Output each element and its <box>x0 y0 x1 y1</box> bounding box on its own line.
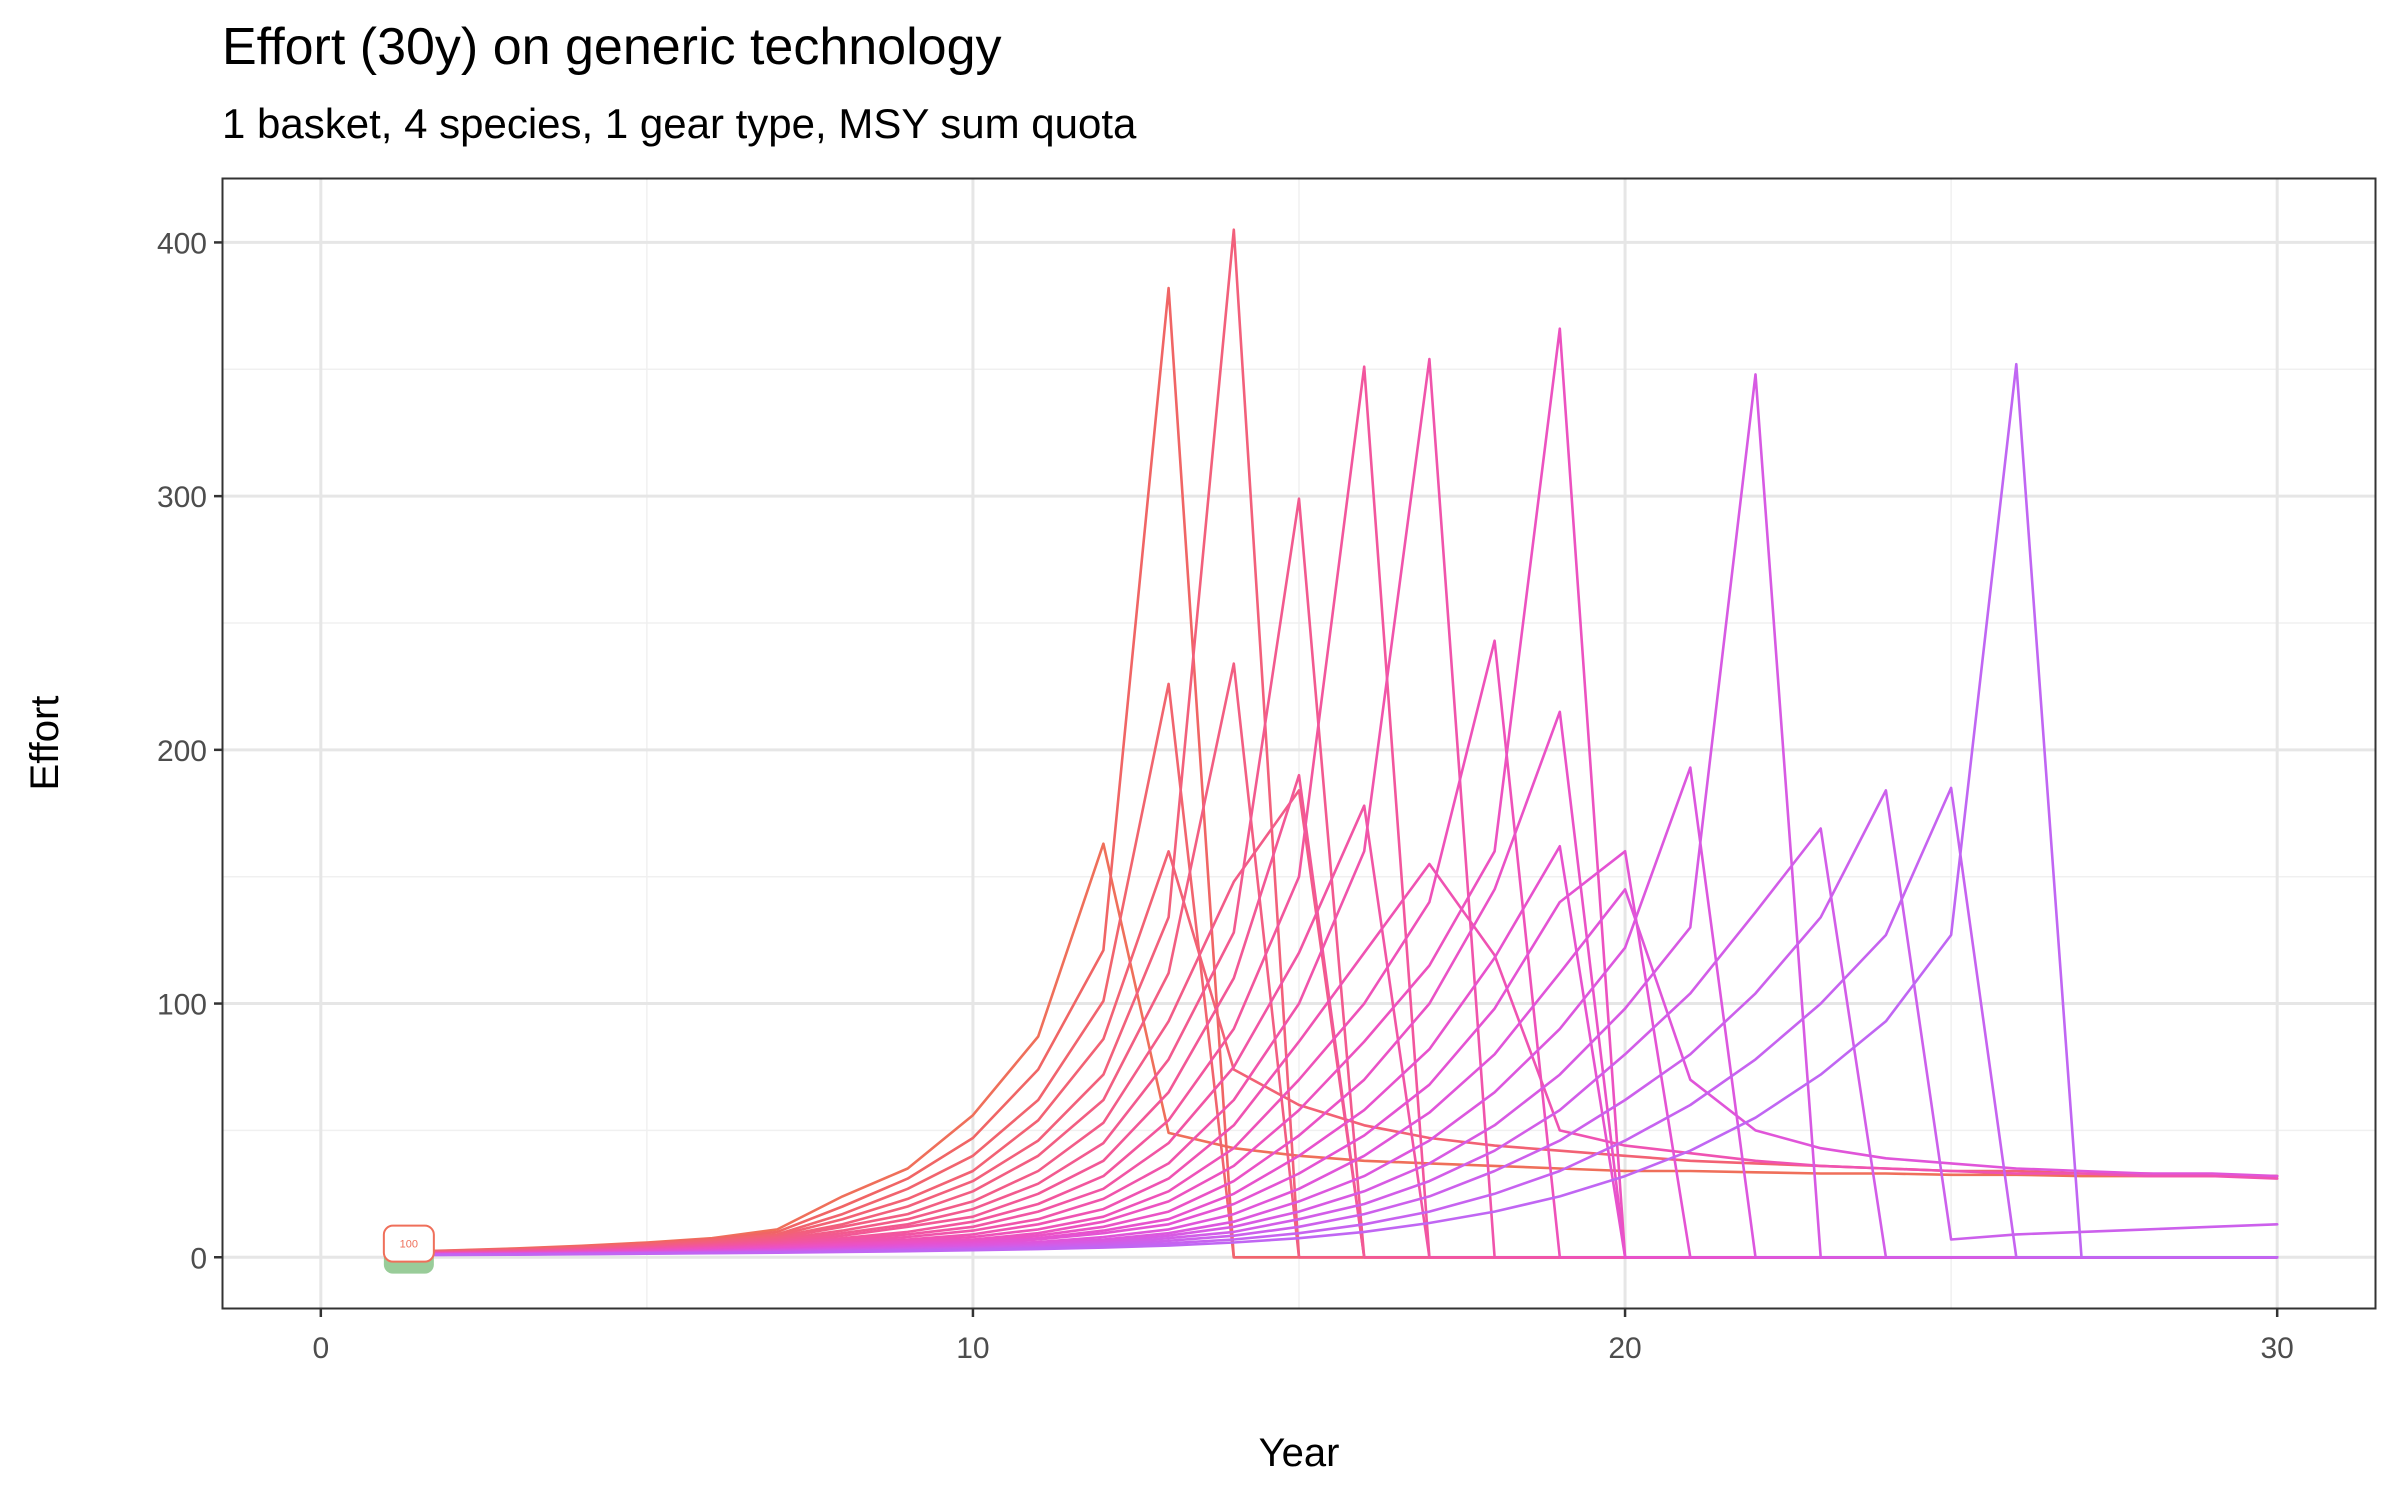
grid-lines <box>223 179 2375 1308</box>
x-tick-label: 20 <box>1608 1332 1641 1365</box>
y-tick-label: 200 <box>157 735 207 768</box>
series-line-s25 <box>384 362 2279 1259</box>
plot-panel-border <box>221 177 2377 1310</box>
x-tick-label: 0 <box>312 1332 329 1365</box>
x-tick-label: 30 <box>2260 1332 2293 1365</box>
start-marker-box <box>382 1224 435 1263</box>
series-lines <box>384 228 2279 1259</box>
chart-title: Effort (30y) on generic technology <box>222 18 1002 76</box>
x-tick-label: 10 <box>956 1332 989 1365</box>
y-axis-title: Effort <box>23 696 67 791</box>
start-marker-label: 100 <box>400 1239 418 1251</box>
y-tick-label: 300 <box>157 481 207 514</box>
y-tick-label: 100 <box>157 989 207 1022</box>
start-marker-group: 100 <box>382 1224 435 1274</box>
x-axis-title: Year <box>1259 1431 1340 1475</box>
y-tick-label: 0 <box>190 1242 207 1275</box>
y-tick-label: 400 <box>157 227 207 260</box>
chart-subtitle: 1 basket, 4 species, 1 gear type, MSY su… <box>222 100 1137 147</box>
